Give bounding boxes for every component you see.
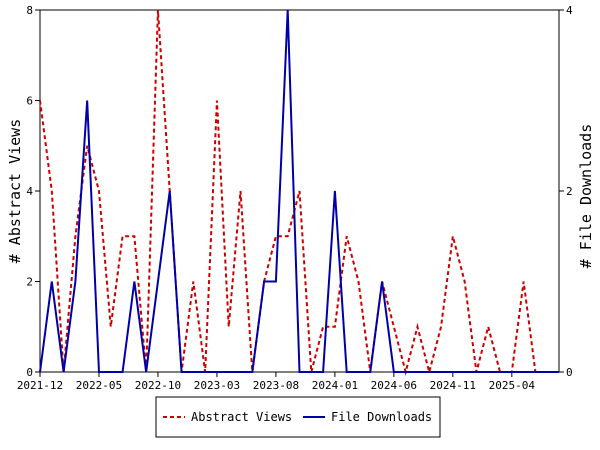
x-tick-label: 2023-03 bbox=[194, 379, 240, 392]
legend-label-abstract-views: Abstract Views bbox=[191, 410, 292, 424]
legend-box bbox=[155, 396, 441, 438]
x-tick-label: 2025-04 bbox=[489, 379, 536, 392]
x-tick-label: 2024-06 bbox=[371, 379, 417, 392]
y-left-tick-label: 6 bbox=[26, 95, 33, 108]
legend: Abstract Views File Downloads bbox=[155, 396, 441, 438]
x-tick-label: 2023-08 bbox=[253, 379, 299, 392]
y-right-axis-title: # File Downloads bbox=[577, 124, 595, 269]
series-line-abstract-views bbox=[39, 9, 559, 376]
x-tick-label: 2021-12 bbox=[17, 379, 63, 392]
y-right-tick-label: 0 bbox=[566, 366, 573, 379]
y-left-tick-label: 8 bbox=[26, 4, 33, 17]
series-layer bbox=[39, 9, 559, 376]
x-tick-label: 2024-11 bbox=[430, 379, 476, 392]
x-axis: 2021-12 2022-05 2022-10 2023-03 2023-08 2024-… bbox=[17, 372, 536, 392]
y-right-tick-label: 2 bbox=[566, 185, 573, 198]
y-right-tick-label: 4 bbox=[566, 4, 573, 17]
x-tick-label: 2022-10 bbox=[135, 379, 181, 392]
y-left-tick-label: 0 bbox=[26, 366, 33, 379]
y-left-axis-title: # Abstract Views bbox=[6, 119, 24, 264]
x-tick-label: 2022-05 bbox=[76, 379, 122, 392]
series-line-file-downloads bbox=[39, 9, 559, 373]
y-left-axis: 0 2 4 6 8 bbox=[26, 4, 40, 379]
y-right-axis: 0 2 4 bbox=[559, 4, 573, 379]
y-left-tick-label: 2 bbox=[26, 276, 33, 289]
legend-label-file-downloads: File Downloads bbox=[331, 410, 432, 424]
y-left-tick-label: 4 bbox=[26, 185, 33, 198]
x-tick-label: 2024-01 bbox=[312, 379, 358, 392]
